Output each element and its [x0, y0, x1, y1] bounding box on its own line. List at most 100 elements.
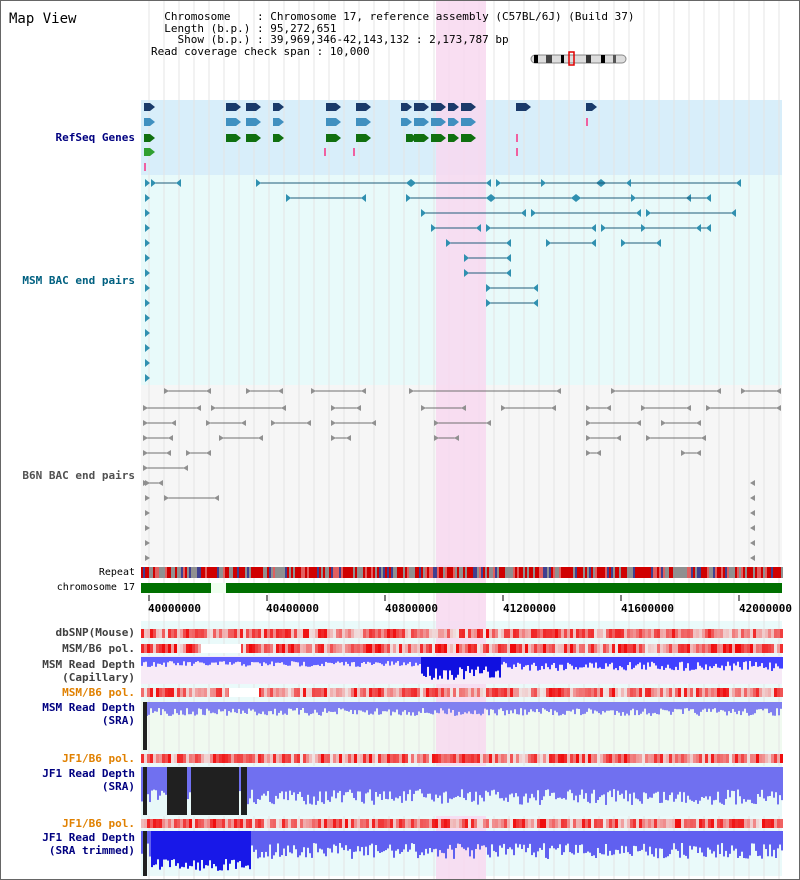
- read-depth-bar: [268, 702, 270, 712]
- jf1-b6-pol-trimmed-label[interactable]: JF1/B6 pol.: [62, 817, 135, 830]
- polymorphism-cell: [267, 644, 270, 653]
- read-depth-bar: [541, 831, 543, 850]
- read-depth-bar: [392, 702, 394, 712]
- polymorphism-cell: [492, 819, 495, 828]
- read-depth-bar: [479, 657, 481, 674]
- polymorphism-cell: [192, 644, 195, 653]
- read-depth-bar: [365, 767, 367, 794]
- read-depth-bar: [611, 831, 613, 856]
- polymorphism-cell: [552, 629, 555, 638]
- read-depth-bar: [375, 657, 377, 663]
- polymorphism-cell: [324, 819, 327, 828]
- repeat-segment: [271, 567, 273, 578]
- polymorphism-cell: [315, 644, 318, 653]
- read-depth-bar: [212, 702, 214, 713]
- polymorphism-cell: [711, 819, 714, 828]
- read-depth-bar: [570, 702, 572, 712]
- polymorphism-cell: [144, 819, 147, 828]
- polymorphism-cell: [633, 644, 636, 653]
- bac-end: [246, 388, 251, 394]
- read-depth-bar: [313, 657, 315, 666]
- jf1-b6-pol-label[interactable]: JF1/B6 pol.: [62, 752, 135, 765]
- read-depth-bar: [147, 767, 149, 795]
- msm-read-depth-capillary-label[interactable]: MSM Read Depth (Capillary): [42, 658, 135, 684]
- polymorphism-cell: [171, 644, 174, 653]
- read-depth-bar: [419, 831, 421, 856]
- polymorphism-cell: [291, 644, 294, 653]
- read-depth-bar: [239, 831, 241, 862]
- read-depth-bar: [211, 831, 213, 869]
- polymorphism-cell: [516, 688, 519, 697]
- repeat-segment: [373, 567, 375, 578]
- dbsnp-track-label[interactable]: dbSNP(Mouse): [55, 626, 135, 639]
- repeat-segment: [409, 567, 411, 578]
- read-depth-bar: [277, 767, 279, 799]
- polymorphism-cell: [429, 819, 432, 828]
- read-depth-bar: [491, 831, 493, 845]
- polymorphism-cell: [342, 819, 345, 828]
- read-depth-bar: [315, 657, 317, 666]
- read-depth-bar: [400, 702, 402, 716]
- axis-tick-label: 41600000: [621, 602, 674, 615]
- polymorphism-cell: [417, 644, 420, 653]
- polymorphism-cell: [258, 688, 261, 697]
- msm-read-depth-sra-label[interactable]: MSM Read Depth (SRA): [42, 701, 135, 727]
- read-depth-bar: [589, 831, 591, 853]
- polymorphism-cell: [156, 688, 159, 697]
- read-depth-bar: [731, 767, 733, 791]
- read-depth-bar: [625, 657, 627, 671]
- b6n-bac-track-label[interactable]: B6N BAC end pairs: [22, 469, 135, 482]
- bac-end: [143, 465, 148, 471]
- read-depth-bar: [743, 657, 745, 663]
- polymorphism-cell: [351, 688, 354, 697]
- read-depth-bar: [599, 831, 601, 854]
- msm-b6-pol-sra-label[interactable]: MSM/B6 pol.: [62, 686, 135, 699]
- repeat-segment: [287, 567, 289, 578]
- read-depth-bar: [367, 657, 369, 662]
- polymorphism-cell: [660, 688, 663, 697]
- read-depth-bar: [447, 767, 449, 803]
- read-depth-bar: [781, 767, 783, 801]
- read-depth-bar: [449, 657, 451, 671]
- read-depth-bar: [547, 831, 549, 859]
- msm-b6-pol-label[interactable]: MSM/B6 pol.: [62, 642, 135, 655]
- refseq-track-label[interactable]: RefSeq Genes: [55, 131, 135, 144]
- polymorphism-cell: [762, 819, 765, 828]
- jf1-read-depth-trimmed-label[interactable]: JF1 Read Depth (SRA trimmed): [42, 831, 135, 857]
- read-depth-bar: [492, 702, 494, 710]
- polymorphism-cell: [498, 644, 501, 653]
- read-depth-bar: [525, 657, 527, 666]
- polymorphism-cell: [450, 754, 453, 763]
- polymorphism-cell: [285, 688, 288, 697]
- polymorphism-cell: [579, 644, 582, 653]
- read-depth-bar: [471, 657, 473, 670]
- polymorphism-cell: [624, 644, 627, 653]
- refseq-gene: [414, 103, 424, 111]
- repeat-segment: [393, 567, 395, 578]
- read-depth-bar: [377, 767, 379, 797]
- read-depth-bar: [513, 657, 515, 665]
- read-depth-bar: [301, 657, 303, 666]
- polymorphism-cell: [639, 688, 642, 697]
- polymorphism-cell: [765, 644, 768, 653]
- depth-max-bar: [143, 831, 147, 876]
- msm-bac-track-label[interactable]: MSM BAC end pairs: [22, 274, 135, 287]
- repeat-segment: [423, 567, 425, 578]
- read-depth-bar: [540, 702, 542, 714]
- repeat-segment: [443, 567, 445, 578]
- polymorphism-cell: [564, 629, 567, 638]
- read-depth-bar: [456, 702, 458, 716]
- read-depth-bar: [778, 702, 780, 716]
- read-depth-bar: [191, 657, 193, 666]
- jf1-read-depth-sra-label[interactable]: JF1 Read Depth (SRA): [42, 767, 135, 793]
- read-depth-bar: [585, 767, 587, 794]
- read-depth-bar: [746, 702, 748, 713]
- read-depth-bar: [688, 702, 690, 711]
- read-depth-bar: [657, 767, 659, 792]
- read-depth-bar: [236, 702, 238, 714]
- polymorphism-cell: [144, 688, 147, 697]
- repeat-segment: [243, 567, 245, 578]
- refseq-gene: [273, 103, 279, 111]
- polymorphism-cell: [642, 688, 645, 697]
